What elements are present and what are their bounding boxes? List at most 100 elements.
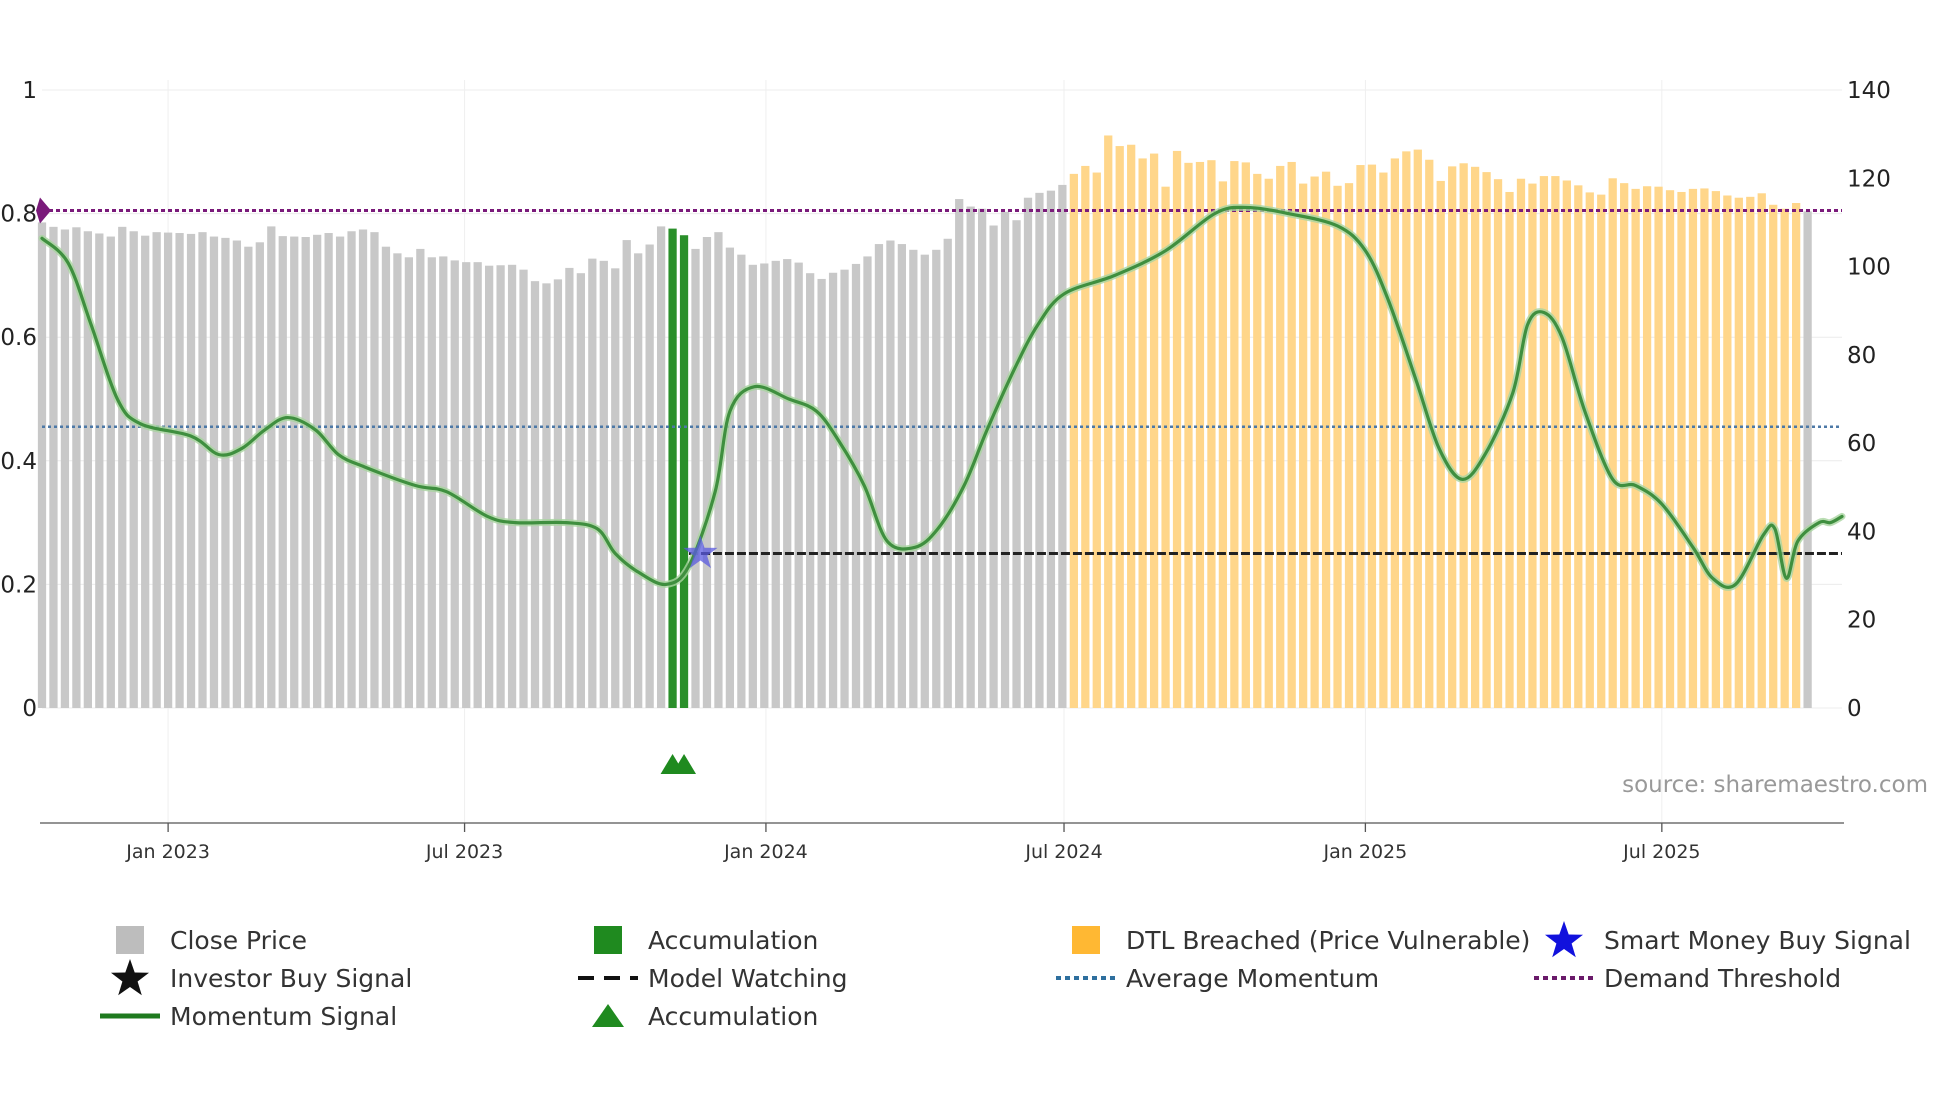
price-bar — [1677, 191, 1686, 709]
price-bar — [978, 208, 987, 708]
price-bar — [1539, 176, 1549, 709]
price-bar — [1562, 180, 1571, 708]
price-bar — [83, 231, 92, 708]
price-bar — [1218, 181, 1228, 708]
price-bar — [668, 228, 677, 708]
price-bar — [1390, 158, 1399, 708]
legend-item: Accumulation — [594, 926, 818, 955]
reference-lines — [36, 197, 1842, 555]
legend-label: Momentum Signal — [170, 1002, 397, 1031]
price-bar — [118, 226, 127, 709]
price-bar — [1127, 144, 1136, 709]
price-bar — [1149, 153, 1159, 708]
legend-item: Accumulation — [592, 1002, 818, 1031]
price-bar — [622, 240, 631, 709]
source-text: source: sharemaestro.com — [1622, 772, 1928, 798]
price-bar — [748, 264, 757, 708]
price-bar — [324, 233, 333, 708]
price-bar — [60, 229, 70, 708]
price-bar — [725, 247, 735, 708]
price-bar — [1276, 165, 1285, 708]
price-bar — [1769, 204, 1778, 708]
price-bar — [255, 242, 264, 709]
price-bar — [1000, 211, 1010, 708]
price-bar — [1757, 193, 1766, 708]
price-bar — [1528, 183, 1537, 708]
legend-label: Close Price — [170, 926, 307, 955]
price-bar — [955, 199, 964, 709]
price-bar — [1115, 146, 1124, 709]
legend-symbol — [116, 926, 144, 954]
price-bar — [1195, 161, 1205, 708]
price-bar — [542, 283, 551, 708]
price-bar — [152, 232, 161, 708]
price-bar — [1333, 185, 1342, 709]
price-bar — [588, 258, 597, 708]
price-bar — [427, 257, 436, 708]
price-bar — [806, 273, 815, 708]
price-bar — [1780, 208, 1789, 708]
right-axis-tick: 0 — [1847, 696, 1862, 722]
price-bar — [1585, 192, 1594, 708]
legend-symbol — [594, 926, 622, 954]
price-bar — [232, 240, 242, 708]
price-bar — [1012, 220, 1021, 708]
x-axis-tick-label: Jul 2023 — [425, 841, 503, 863]
price-bar — [863, 256, 872, 708]
price-bar — [530, 281, 540, 708]
price-bar — [1723, 195, 1732, 708]
price-bar — [737, 254, 746, 708]
price-bar — [897, 244, 906, 708]
price-bar — [1746, 196, 1755, 708]
price-bar — [691, 248, 700, 708]
price-bar — [106, 236, 115, 708]
signal-markers — [660, 535, 718, 774]
left-axis-tick: 0.6 — [0, 325, 37, 351]
x-axis-tick-label: Jul 2024 — [1024, 841, 1102, 863]
price-bar — [989, 225, 998, 709]
price-bar — [565, 267, 574, 708]
legend-label: Smart Money Buy Signal — [1604, 926, 1911, 955]
price-bar — [702, 236, 712, 708]
price-bar — [932, 249, 941, 708]
price-bar — [473, 262, 482, 708]
right-axis-tick: 140 — [1847, 78, 1891, 104]
price-bar — [1620, 183, 1629, 709]
right-axis-tick: 60 — [1847, 431, 1876, 457]
left-axis-tick: 1 — [22, 78, 37, 104]
price-bar — [1230, 161, 1239, 708]
price-bar — [599, 260, 608, 708]
price-bar — [1035, 192, 1044, 709]
legend-label: DTL Breached (Price Vulnerable) — [1126, 926, 1530, 955]
price-bar — [783, 259, 792, 708]
price-bar — [1665, 190, 1675, 708]
x-axis-tick-label: Jan 2025 — [1323, 841, 1408, 863]
price-bar — [794, 262, 803, 708]
price-bar — [634, 253, 643, 709]
legend-label: Accumulation — [648, 926, 818, 955]
legend-label: Average Momentum — [1126, 964, 1379, 993]
axes: 0 0.2 0.4 0.6 0.8 1 0 20 40 60 80 100 120 140 Jan 2023… — [0, 78, 1890, 863]
legend-symbol — [1072, 926, 1100, 954]
price-bar — [267, 226, 276, 708]
price-bar — [1023, 197, 1033, 709]
price-bar — [1688, 188, 1698, 708]
price-bar — [1310, 176, 1319, 708]
legend: Close Price Accumulation DTL Breached (Pri… — [100, 921, 1911, 1031]
right-axis-tick: 80 — [1847, 343, 1876, 369]
price-bar — [817, 278, 826, 708]
price-bar — [1470, 166, 1480, 708]
right-axis-tick: 100 — [1847, 255, 1891, 281]
price-bar — [1505, 191, 1514, 709]
legend-label: Accumulation — [648, 1002, 818, 1031]
price-bar — [1253, 173, 1262, 708]
price-bar — [1081, 165, 1090, 708]
legend-symbol — [592, 1004, 624, 1027]
legend-label: Investor Buy Signal — [170, 964, 412, 993]
price-bar — [679, 235, 689, 709]
price-bar — [1631, 188, 1640, 708]
price-bar — [209, 236, 219, 708]
price-bar — [1356, 165, 1365, 709]
price-bar — [1161, 186, 1170, 708]
price-bar — [141, 235, 150, 708]
